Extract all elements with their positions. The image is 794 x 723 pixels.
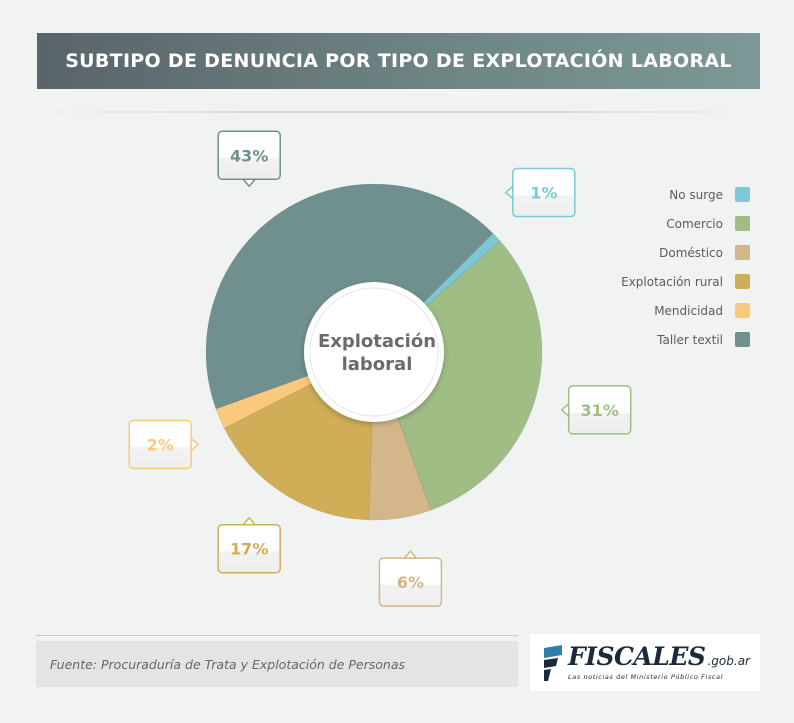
callout-domestico: 6% <box>378 549 443 607</box>
fiscales-logo: FISCALES .gob.ar Las noticias del Minist… <box>530 634 760 691</box>
legend-label: Doméstico <box>659 245 723 260</box>
center-ring <box>309 287 439 417</box>
callout-pointer <box>190 436 200 453</box>
chart-title: SUBTIPO DE DENUNCIA POR TIPO DE EXPLOTAC… <box>65 50 732 72</box>
callout-mendicidad: 2% <box>128 419 200 470</box>
center-label-line2: laboral <box>342 354 413 375</box>
legend-item-explotacion-rural: Explotación rural <box>560 267 750 296</box>
callout-comercio: 31% <box>560 385 632 435</box>
data-label-explotacion-rural: 17% <box>230 540 268 559</box>
callout-taller-textil: 43% <box>217 130 281 188</box>
callout-pointer <box>560 402 570 418</box>
data-label-domestico: 6% <box>397 573 424 592</box>
center-label-line1: Explotación <box>318 331 436 352</box>
legend-item-domestico: Doméstico <box>560 238 750 267</box>
pie-chart: 1% 31% 6% 17% 2% 43% Explotación laboral <box>128 130 632 607</box>
legend-swatch <box>735 187 750 202</box>
legend-label: Taller textil <box>657 332 723 347</box>
callout-pointer <box>241 178 257 188</box>
callout-no-surge: 1% <box>504 167 576 218</box>
center-circle <box>304 282 444 422</box>
data-label-mendicidad: 2% <box>147 436 174 455</box>
legend-swatch <box>735 245 750 260</box>
legend-label: Mendicidad <box>654 303 723 318</box>
pie-slice-comercio <box>373 240 543 511</box>
callout-pointer <box>504 184 514 201</box>
logo-tagline: Las noticias del Ministerio Público Fisc… <box>568 673 724 681</box>
legend-item-mendicidad: Mendicidad <box>560 296 750 325</box>
title-bar: SUBTIPO DE DENUNCIA POR TIPO DE EXPLOTAC… <box>37 33 760 89</box>
legend-item-taller-textil: Taller textil <box>560 325 750 354</box>
flag-icon <box>544 644 562 681</box>
legend-label: Explotación rural <box>621 274 723 289</box>
legend-label: No surge <box>669 187 723 202</box>
source-text: Fuente: Procuraduría de Trata y Explotac… <box>50 656 406 672</box>
legend-swatch <box>735 303 750 318</box>
callout-explotacion-rural: 17% <box>217 516 281 574</box>
legend: No surge Comercio Doméstico Explotación rur… <box>560 180 750 354</box>
data-label-comercio: 31% <box>581 401 619 420</box>
data-label-taller-textil: 43% <box>230 146 268 165</box>
footer-divider <box>36 635 518 636</box>
legend-label: Comercio <box>666 216 723 231</box>
legend-swatch <box>735 216 750 231</box>
callout-pointer <box>241 516 257 526</box>
callout-pointer <box>402 549 419 559</box>
data-label-no-surge: 1% <box>530 184 557 203</box>
legend-swatch <box>735 332 750 347</box>
legend-item-no-surge: No surge <box>560 180 750 209</box>
logo-name: FISCALES <box>568 642 706 671</box>
legend-item-comercio: Comercio <box>560 209 750 238</box>
title-divider <box>40 111 764 113</box>
legend-swatch <box>735 274 750 289</box>
logo-domain: .gob.ar <box>707 654 750 668</box>
source-box: Fuente: Procuraduría de Trata y Explotac… <box>36 641 518 687</box>
